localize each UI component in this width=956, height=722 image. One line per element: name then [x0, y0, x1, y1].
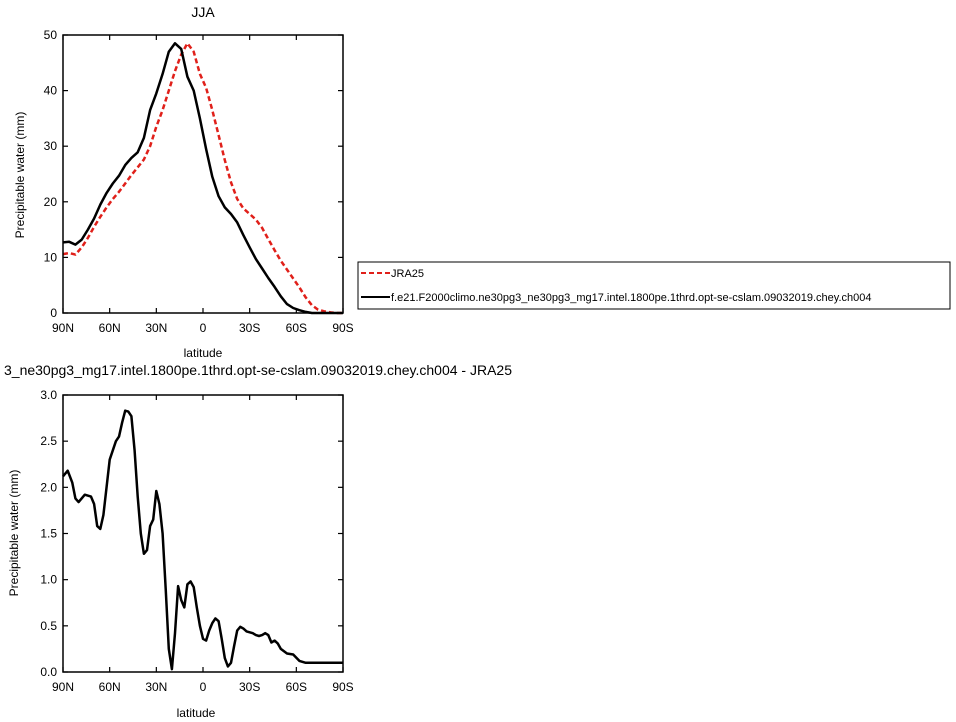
- top-x-tick-label: 0: [200, 321, 207, 335]
- bottom-x-tick-label: 0: [200, 680, 207, 694]
- bottom-y-axis-label: Precipitable water (mm): [7, 470, 21, 597]
- top-y-tick-label: 0: [50, 306, 57, 320]
- top-x-tick-label: 60S: [286, 321, 307, 335]
- top-axis-ticks: 90N 60N 30N 0 30S 60S 90S 0 10 20 30 40 50: [44, 28, 354, 335]
- top-y-tick-label: 20: [44, 195, 58, 209]
- top-x-axis-label: latitude: [184, 346, 223, 360]
- top-x-tick-label: 90N: [52, 321, 74, 335]
- bottom-y-tick-label: 0.5: [40, 619, 57, 633]
- bottom-axis-ticks: 90N 60N 30N 0 30S 60S 90S 0.0 0.5 1.0 1.5 2.0 2.5 3.0: [40, 388, 353, 694]
- bottom-y-tick-label: 3.0: [40, 388, 57, 402]
- top-y-tick-label: 50: [44, 28, 58, 42]
- top-plot-frame: [62, 34, 344, 314]
- bottom-x-axis-label: latitude: [177, 706, 216, 720]
- legend-label-jra25: JRA25: [391, 268, 424, 280]
- top-panel: JJA Precipitable water (mm) latitude 90N…: [13, 4, 354, 360]
- bottom-panel: 3_ne30pg3_mg17.intel.1800pe.1thrd.opt-se…: [4, 362, 512, 720]
- bottom-x-tick-label: 60N: [99, 680, 121, 694]
- top-y-tick-label: 30: [44, 139, 58, 153]
- legend-box: [357, 261, 951, 310]
- top-x-tick-label: 90S: [332, 321, 353, 335]
- bottom-y-tick-label: 2.0: [40, 480, 57, 494]
- bottom-x-tick-label: 90S: [332, 680, 353, 694]
- legend: JRA25 f.e21.F2000climo.ne30pg3_ne30pg3_m…: [357, 261, 951, 310]
- bottom-y-tick-label: 1.5: [40, 527, 57, 541]
- top-x-tick-label: 30S: [239, 321, 260, 335]
- top-chart-title: JJA: [191, 4, 215, 20]
- bottom-chart-title: 3_ne30pg3_mg17.intel.1800pe.1thrd.opt-se…: [4, 362, 512, 378]
- bottom-x-tick-label: 60S: [286, 680, 307, 694]
- bottom-x-tick-label: 30S: [239, 680, 260, 694]
- bottom-x-tick-label: 30N: [145, 680, 167, 694]
- bottom-y-tick-label: 2.5: [40, 434, 57, 448]
- bottom-series-line-0: [62, 409, 343, 671]
- top-x-tick-label: 30N: [145, 321, 167, 335]
- top-y-tick-label: 10: [44, 250, 58, 264]
- bottom-x-tick-label: 90N: [52, 680, 74, 694]
- top-series-line-0: [62, 42, 343, 315]
- top-y-tick-label: 40: [44, 84, 58, 98]
- bottom-y-tick-label: 0.0: [40, 665, 57, 679]
- legend-label-model: f.e21.F2000climo.ne30pg3_ne30pg3_mg17.in…: [391, 292, 871, 304]
- bottom-plot-marks: [62, 409, 343, 671]
- bottom-y-tick-label: 1.0: [40, 573, 57, 587]
- bottom-plot-frame: [62, 394, 344, 673]
- top-plot-marks: [62, 42, 343, 315]
- top-x-tick-label: 60N: [99, 321, 121, 335]
- top-y-axis-label: Precipitable water (mm): [13, 112, 27, 239]
